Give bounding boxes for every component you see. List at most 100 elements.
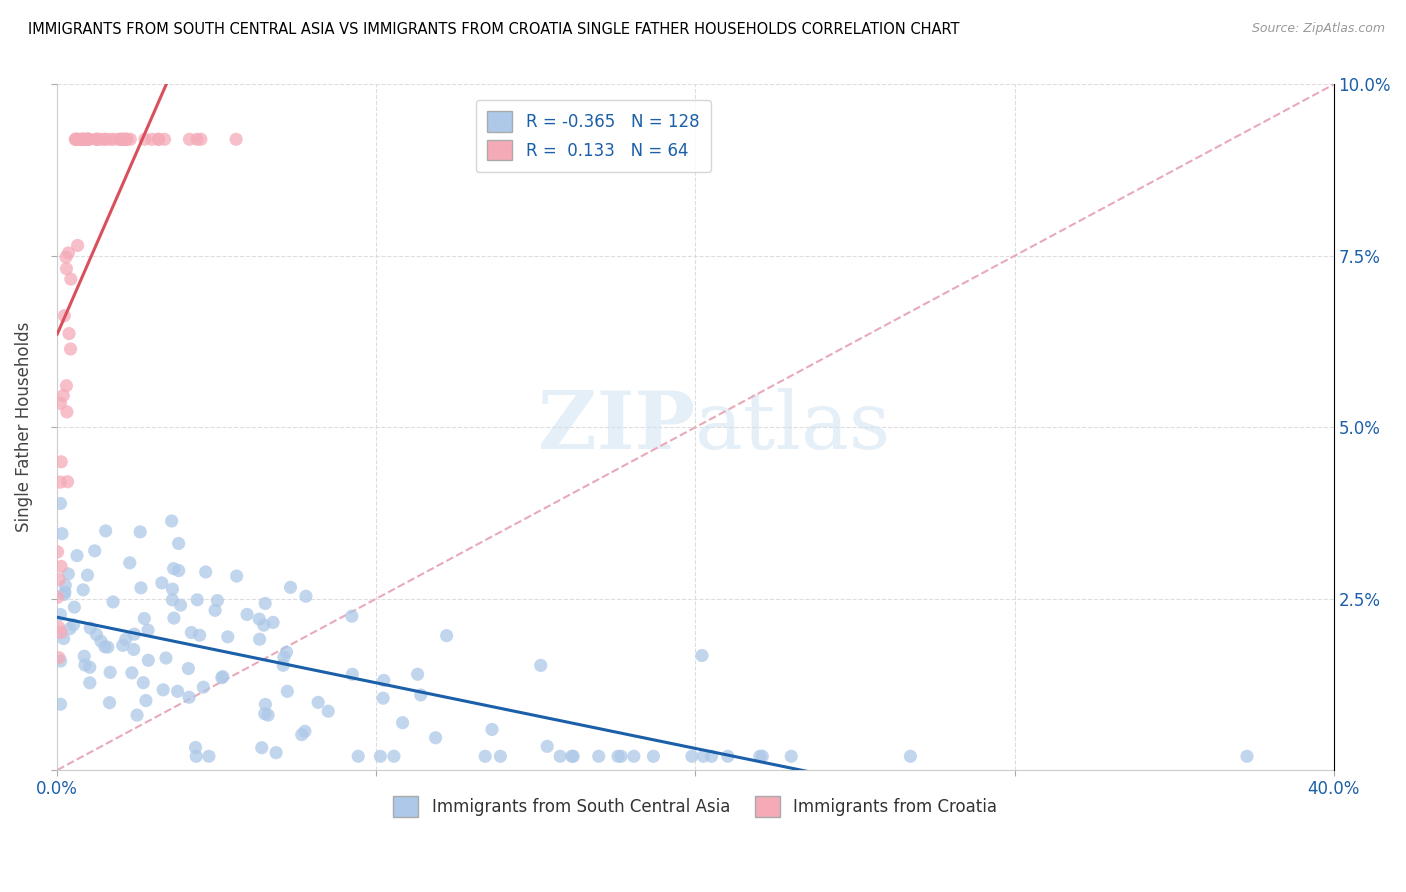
- Point: [52, 388, 75, 402]
- Point: [129, 524, 152, 539]
- Point: [52, 632, 75, 646]
- Text: IMMIGRANTS FROM SOUTH CENTRAL ASIA VS IMMIGRANTS FROM CROATIA SINGLE FATHER HOUS: IMMIGRANTS FROM SOUTH CENTRAL ASIA VS IM…: [28, 22, 960, 37]
- Point: [190, 132, 212, 146]
- Point: [780, 749, 803, 764]
- Point: [391, 715, 413, 730]
- Point: [136, 653, 159, 667]
- Point: [610, 749, 633, 764]
- Point: [425, 731, 447, 745]
- Point: [73, 657, 96, 672]
- Point: [548, 749, 571, 764]
- Point: [125, 708, 148, 723]
- Point: [49, 475, 72, 490]
- Point: [280, 580, 302, 594]
- Point: [276, 645, 298, 659]
- Point: [342, 667, 364, 681]
- Point: [273, 650, 295, 665]
- Point: [186, 592, 208, 607]
- Point: [700, 749, 723, 764]
- Point: [77, 132, 100, 146]
- Point: [59, 272, 82, 286]
- Point: [58, 246, 80, 260]
- Point: [276, 684, 298, 698]
- Point: [249, 632, 271, 647]
- Point: [114, 632, 136, 647]
- Point: [204, 603, 226, 617]
- Point: [59, 622, 82, 636]
- Point: [152, 682, 174, 697]
- Point: [86, 132, 108, 146]
- Point: [179, 132, 201, 146]
- Point: [49, 559, 72, 574]
- Point: [207, 593, 229, 607]
- Point: [66, 132, 89, 146]
- Point: [65, 132, 87, 146]
- Point: [129, 581, 152, 595]
- Point: [115, 132, 138, 146]
- Point: [94, 524, 117, 538]
- Point: [900, 749, 922, 764]
- Point: [108, 132, 131, 146]
- Point: [51, 526, 73, 541]
- Point: [70, 132, 93, 146]
- Point: [371, 691, 394, 706]
- Point: [254, 698, 277, 712]
- Point: [307, 695, 329, 709]
- Point: [86, 627, 108, 641]
- Point: [103, 132, 125, 146]
- Point: [98, 665, 121, 680]
- Point: [150, 575, 173, 590]
- Point: [76, 568, 98, 582]
- Point: [681, 749, 703, 764]
- Point: [53, 587, 76, 601]
- Point: [122, 627, 145, 641]
- Point: [76, 132, 98, 146]
- Point: [436, 629, 458, 643]
- Point: [748, 749, 770, 764]
- Point: [112, 132, 135, 146]
- Point: [236, 607, 259, 622]
- Point: [77, 132, 100, 146]
- Point: [295, 589, 318, 603]
- Point: [211, 670, 233, 684]
- Point: [160, 514, 183, 528]
- Point: [588, 749, 610, 764]
- Point: [49, 607, 72, 622]
- Point: [94, 640, 117, 654]
- Text: Source: ZipAtlas.com: Source: ZipAtlas.com: [1251, 22, 1385, 36]
- Point: [83, 544, 105, 558]
- Point: [62, 617, 84, 632]
- Point: [141, 132, 163, 146]
- Point: [48, 620, 70, 634]
- Point: [225, 132, 247, 146]
- Point: [607, 749, 630, 764]
- Point: [55, 261, 77, 276]
- Point: [247, 612, 270, 626]
- Point: [76, 132, 98, 146]
- Point: [110, 132, 132, 146]
- Point: [79, 621, 101, 635]
- Point: [257, 708, 280, 723]
- Point: [1236, 749, 1258, 764]
- Point: [193, 680, 215, 694]
- Point: [135, 693, 157, 707]
- Point: [253, 618, 276, 632]
- Point: [98, 132, 121, 146]
- Point: [155, 651, 177, 665]
- Point: [623, 749, 645, 764]
- Point: [254, 597, 277, 611]
- Point: [167, 536, 190, 550]
- Point: [55, 378, 77, 392]
- Point: [169, 598, 191, 612]
- Point: [67, 132, 90, 146]
- Point: [186, 749, 208, 764]
- Point: [79, 660, 101, 674]
- Point: [115, 132, 138, 146]
- Point: [111, 132, 134, 146]
- Point: [48, 573, 70, 587]
- Point: [73, 649, 96, 664]
- Point: [66, 238, 89, 252]
- Point: [211, 671, 233, 685]
- Point: [134, 611, 156, 625]
- Point: [562, 749, 585, 764]
